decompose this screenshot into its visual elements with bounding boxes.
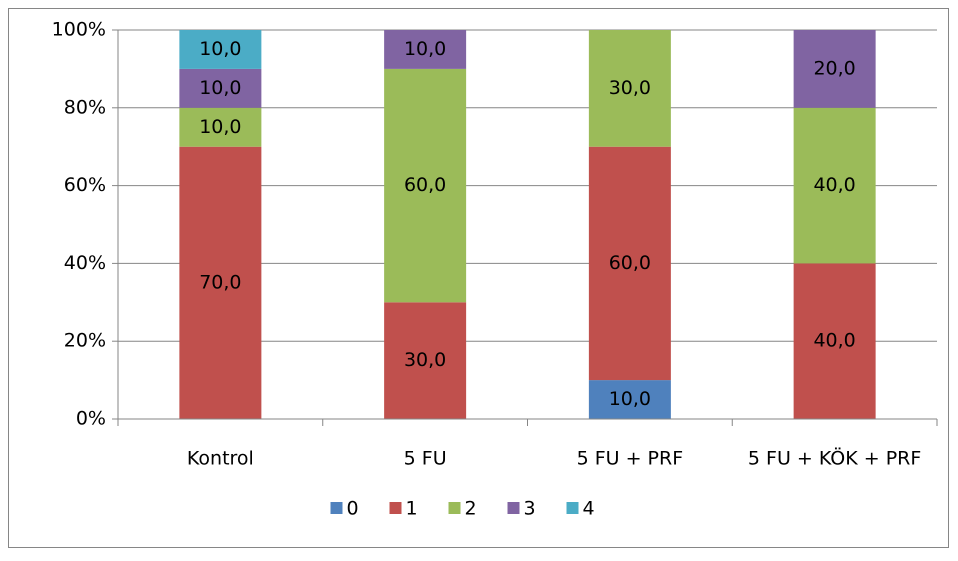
data-label: 20,0	[813, 57, 855, 79]
data-label: 60,0	[609, 252, 651, 274]
x-tick-label: 5 FU	[404, 448, 447, 470]
y-tick-label: 20%	[64, 330, 106, 352]
bar-segment	[588, 30, 671, 147]
data-label: 10,0	[609, 388, 651, 410]
bar-segment	[179, 30, 262, 69]
bar-segment	[384, 68, 467, 303]
bar-segment	[793, 263, 876, 419]
data-label: 70,0	[199, 271, 241, 293]
data-label: 10,0	[199, 116, 241, 138]
bar-segment	[588, 146, 671, 381]
bar-segment	[179, 68, 262, 108]
y-tick-label: 40%	[64, 252, 106, 274]
legend-label: 0	[347, 498, 359, 520]
legend-label: 3	[524, 498, 536, 520]
data-label: 10,0	[404, 38, 446, 60]
legend-swatch	[507, 502, 520, 514]
chart-border	[8, 8, 949, 548]
data-label: 30,0	[609, 77, 651, 99]
legend-label: 4	[583, 498, 595, 520]
legend-swatch	[566, 502, 579, 514]
bar-segment	[793, 107, 876, 264]
x-tick-label: Kontrol	[187, 448, 254, 470]
x-tick-label: 5 FU + KÖK + PRF	[748, 447, 921, 470]
data-label: 30,0	[404, 349, 446, 371]
data-label: 60,0	[404, 174, 446, 196]
bar-segment	[179, 146, 262, 419]
x-tick-label: 5 FU + PRF	[577, 448, 684, 470]
data-label: 40,0	[813, 330, 855, 352]
y-tick-label: 80%	[64, 96, 106, 118]
legend-swatch	[330, 502, 343, 514]
y-tick-label: 0%	[76, 408, 106, 430]
legend-label: 1	[406, 498, 418, 520]
legend-swatch	[448, 502, 461, 514]
data-label: 10,0	[199, 77, 241, 99]
bar-segment	[384, 302, 467, 419]
bar-segment	[179, 107, 262, 147]
bar-segment	[793, 30, 876, 108]
data-label: 40,0	[813, 174, 855, 196]
bar-segment	[588, 380, 671, 419]
bar-segment	[384, 30, 467, 69]
y-tick-label: 60%	[64, 174, 106, 196]
data-label: 10,0	[199, 38, 241, 60]
legend-swatch	[389, 502, 402, 514]
legend-label: 2	[465, 498, 477, 520]
y-tick-label: 100%	[52, 19, 106, 41]
